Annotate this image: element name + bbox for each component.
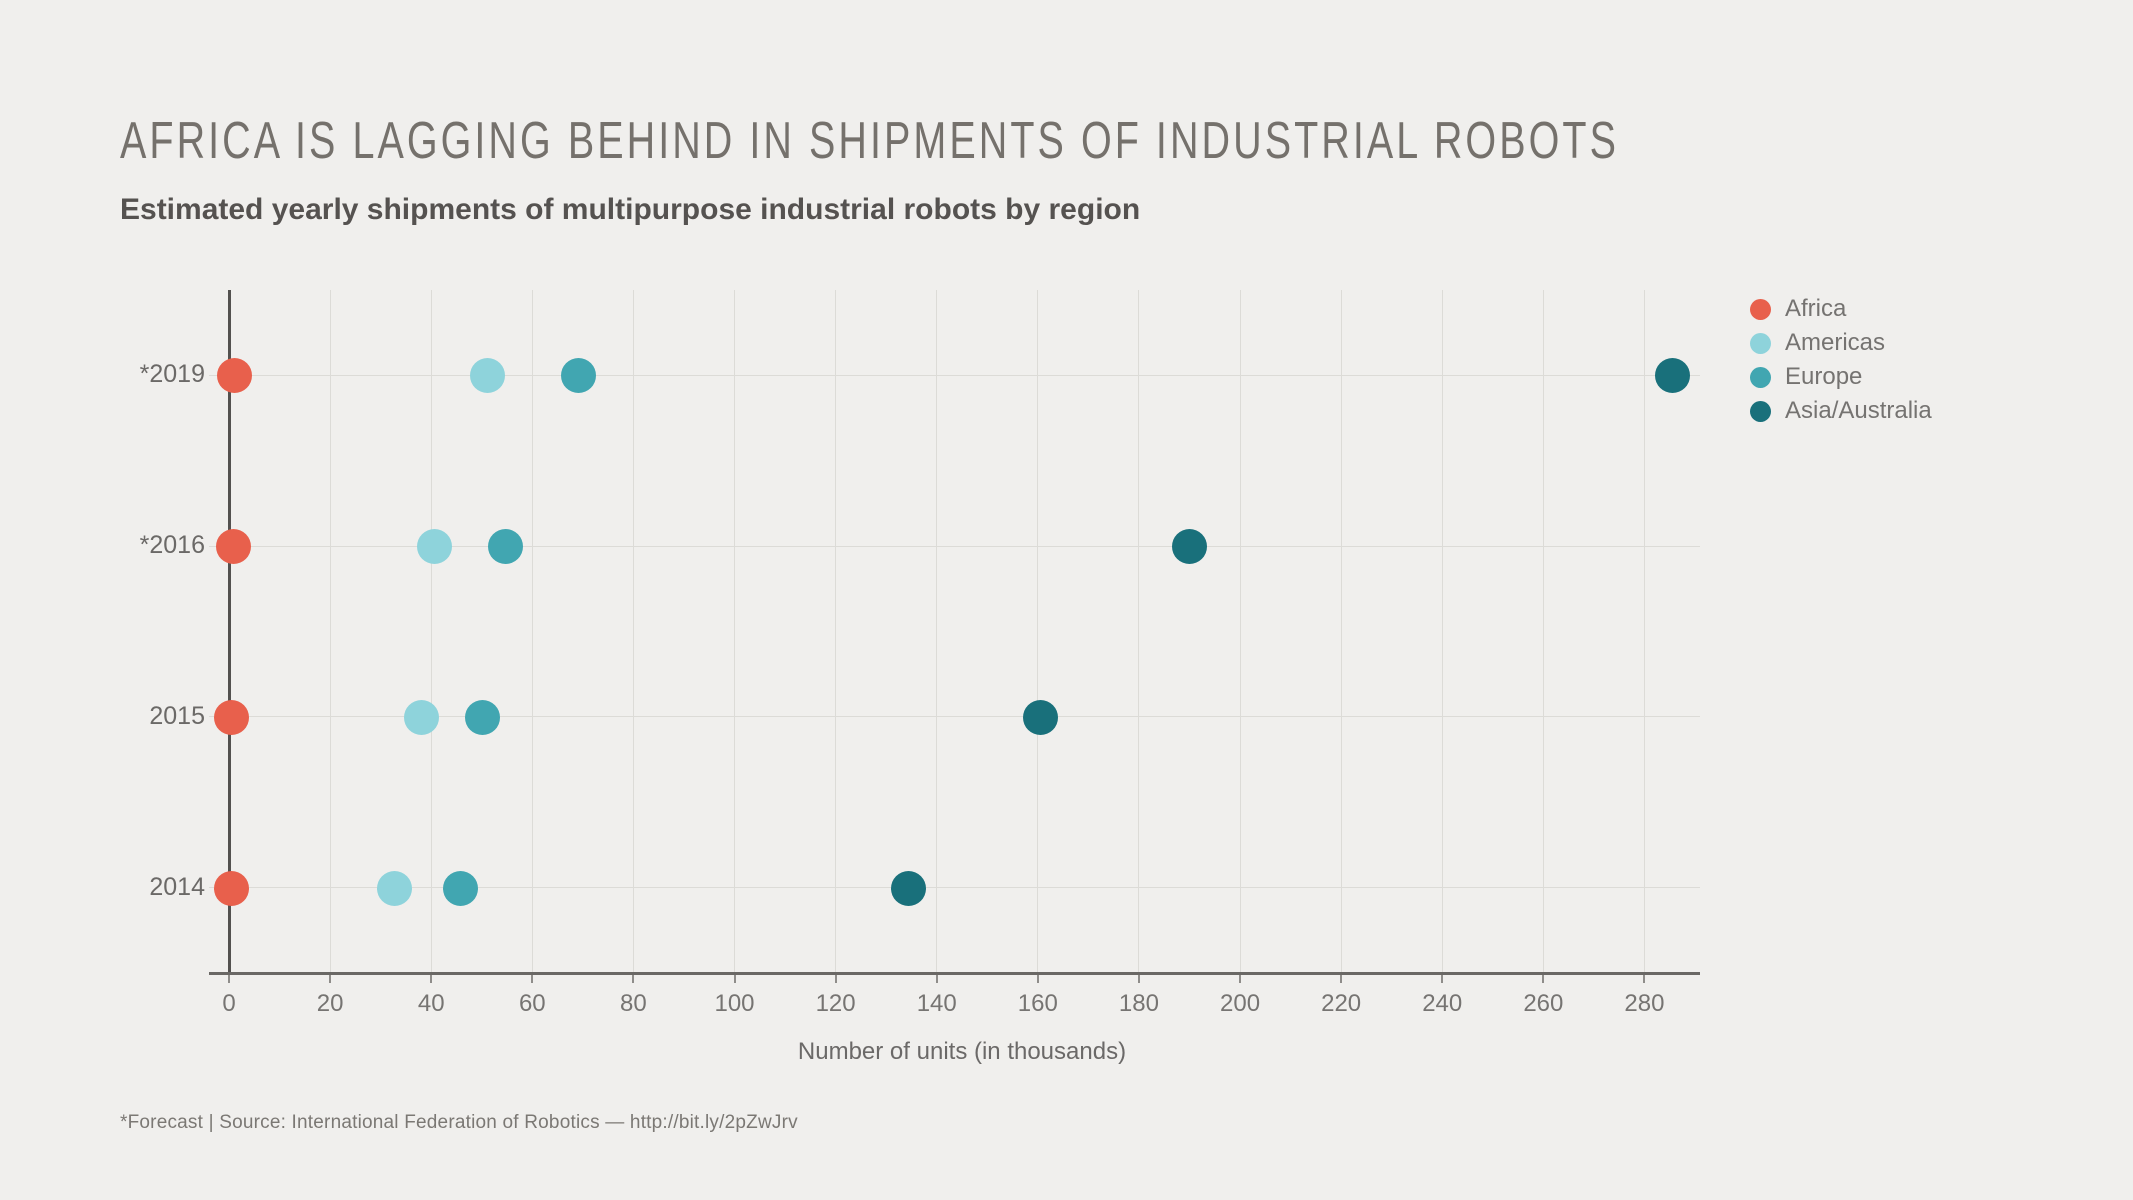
x-axis-tick (1441, 975, 1444, 983)
x-tick-label: 260 (1523, 990, 1564, 1017)
page-title: Africa is lagging behind in shipments of… (120, 111, 1619, 170)
x-tick-label: 220 (1321, 990, 1362, 1017)
gridline-vertical (1239, 290, 1241, 973)
legend-swatch-icon (1750, 332, 1771, 354)
x-tick-label: 60 (518, 990, 546, 1017)
y-category-label: *2019 (139, 360, 205, 389)
data-point[interactable] (214, 699, 250, 735)
x-tick-label: 20 (316, 990, 344, 1017)
y-category-label: *2016 (139, 531, 205, 560)
gridline-horizontal (209, 374, 1700, 376)
data-point[interactable] (217, 358, 253, 394)
y-category-label: 2015 (149, 701, 205, 730)
data-point[interactable] (560, 358, 596, 394)
data-point[interactable] (890, 870, 926, 906)
x-tick-label: 40 (417, 990, 445, 1017)
legend-label: Africa (1785, 295, 1847, 322)
data-point[interactable] (1655, 358, 1691, 394)
x-tick-label: 0 (222, 990, 236, 1017)
data-point[interactable] (442, 870, 478, 906)
legend-swatch-icon (1750, 366, 1771, 388)
x-tick-label: 180 (1118, 990, 1159, 1017)
gridline-horizontal (209, 887, 1700, 889)
legend-label: Americas (1785, 329, 1886, 356)
gridline-vertical (835, 290, 837, 973)
legend-item: Europe (1750, 360, 1932, 394)
gridline-horizontal (209, 716, 1700, 718)
gridline-vertical (1542, 290, 1544, 973)
legend: Africa Americas Europe Asia/Australia (1750, 292, 1932, 428)
y-axis-line (228, 290, 231, 974)
legend-label: Asia/Australia (1785, 397, 1932, 424)
legend-item: Americas (1750, 326, 1932, 360)
x-tick-label: 240 (1422, 990, 1463, 1017)
y-category-label: 2014 (149, 872, 205, 901)
gridline-vertical (734, 290, 736, 973)
gridline-vertical (329, 290, 331, 973)
x-axis-tick (632, 975, 635, 983)
x-tick-label: 120 (815, 990, 856, 1017)
gridline-vertical (1643, 290, 1645, 973)
gridline-vertical (936, 290, 938, 973)
gridline-vertical (632, 290, 634, 973)
data-point[interactable] (214, 870, 250, 906)
x-tick-label: 100 (714, 990, 755, 1017)
data-point[interactable] (376, 870, 412, 906)
x-axis-title: Number of units (in thousands) (797, 1038, 1127, 1065)
x-tick-label: 140 (916, 990, 957, 1017)
x-axis-tick (733, 975, 736, 983)
legend-item: Asia/Australia (1750, 394, 1932, 428)
page-subtitle: Estimated yearly shipments of multipurpo… (120, 192, 1141, 226)
x-axis-tick (834, 975, 837, 983)
x-axis-tick (1340, 975, 1343, 983)
gridline-vertical (1037, 290, 1039, 973)
source-note: *Forecast | Source: International Federa… (120, 1112, 798, 1133)
plot-area: 0 20 40 60 80 100 120 140 160 180 200 220 240 260 280 *… (140, 290, 1700, 1065)
data-point[interactable] (216, 529, 252, 565)
x-tick-label: 160 (1017, 990, 1058, 1017)
data-point[interactable] (404, 699, 440, 735)
data-point[interactable] (487, 529, 523, 565)
gridline-horizontal (209, 545, 1700, 547)
x-axis-tick (329, 975, 332, 983)
gridline-vertical (1441, 290, 1443, 973)
gridline-vertical (531, 290, 533, 973)
x-tick-label: 280 (1624, 990, 1665, 1017)
gridline-vertical (1340, 290, 1342, 973)
x-tick-label: 200 (1220, 990, 1261, 1017)
x-axis-tick (935, 975, 938, 983)
data-point[interactable] (416, 529, 452, 565)
x-axis-tick (1239, 975, 1242, 983)
data-point[interactable] (464, 699, 500, 735)
gridline-vertical (430, 290, 432, 973)
legend-swatch-icon (1750, 400, 1771, 422)
x-axis-tick (1137, 975, 1140, 983)
legend-item: Africa (1750, 292, 1932, 326)
data-point[interactable] (1023, 699, 1059, 735)
x-axis-line (209, 972, 1700, 975)
legend-label: Europe (1785, 363, 1863, 390)
gridline-vertical (1138, 290, 1140, 973)
legend-swatch-icon (1750, 298, 1771, 320)
data-point[interactable] (1172, 529, 1208, 565)
x-axis-tick (1542, 975, 1545, 983)
x-tick-label: 80 (620, 990, 647, 1017)
data-point[interactable] (469, 358, 505, 394)
x-axis-tick (1643, 975, 1646, 983)
x-axis-tick (430, 975, 433, 983)
x-axis-tick (228, 975, 230, 983)
x-axis-tick (1036, 975, 1039, 983)
x-axis-tick (531, 975, 534, 983)
